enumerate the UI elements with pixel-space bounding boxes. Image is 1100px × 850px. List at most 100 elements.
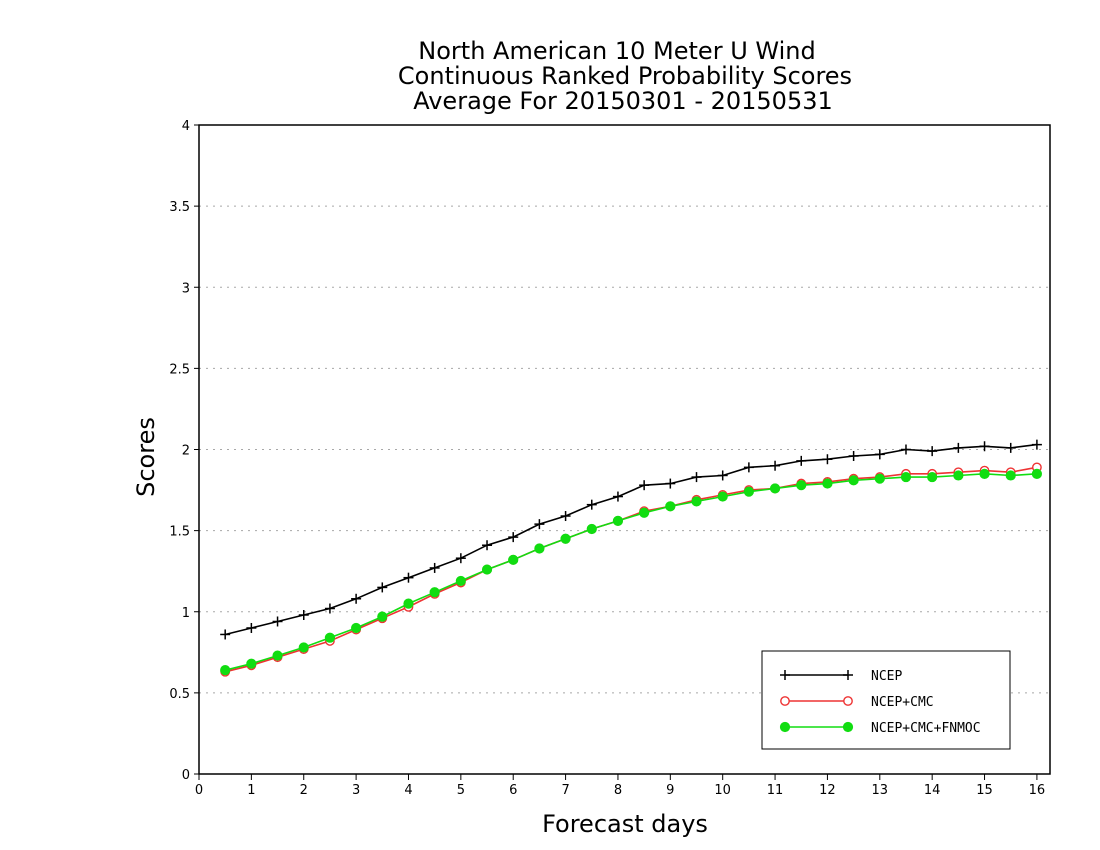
data-point: [586, 523, 597, 535]
x-tick-label: 16: [1029, 783, 1046, 798]
data-point: [639, 507, 650, 518]
data-point: [743, 486, 754, 497]
data-point: [612, 515, 624, 526]
data-point: [534, 543, 545, 554]
y-tick-label: 0: [182, 768, 190, 783]
data-point: [508, 554, 519, 565]
data-point: [780, 670, 790, 680]
data-point: [481, 564, 493, 575]
data-point: [1005, 442, 1016, 453]
x-tick-label: 12: [819, 783, 836, 798]
x-tick-label: 3: [352, 783, 360, 798]
data-point: [246, 622, 257, 633]
y-tick-label: 4: [182, 119, 190, 134]
data-point: [403, 598, 414, 609]
data-point: [979, 468, 990, 479]
data-point: [743, 462, 754, 473]
data-point: [1005, 470, 1016, 481]
series-ncep-cmc-fnmoc: [220, 468, 1043, 676]
data-point: [796, 455, 807, 466]
series-ncep: [220, 439, 1042, 640]
x-tick-label: 6: [509, 783, 517, 798]
data-point: [691, 472, 702, 483]
x-tick-label: 14: [924, 783, 941, 798]
data-point: [220, 665, 231, 676]
chart-title: North American 10 Meter U Wind Continuou…: [398, 37, 852, 115]
legend-item: NCEP+CMC: [780, 695, 934, 710]
x-tick-label: 4: [404, 783, 412, 798]
x-tick-label: 10: [714, 783, 731, 798]
data-point: [298, 642, 309, 653]
data-point: [586, 499, 597, 510]
x-tick-label: 13: [872, 783, 889, 798]
legend-label: NCEP+CMC+FNMOC: [871, 721, 981, 736]
y-tick-label: 2.5: [169, 362, 190, 377]
data-point: [843, 670, 853, 680]
series-layer: [220, 439, 1043, 677]
data-point: [455, 575, 466, 587]
grid-lines: [199, 205, 1050, 694]
y-tick-label: 1.5: [169, 525, 190, 540]
series-line: [225, 472, 1037, 671]
data-point: [842, 721, 854, 733]
y-tick-label: 0.5: [169, 687, 190, 702]
title-line-1: North American 10 Meter U Wind: [418, 37, 815, 65]
data-point: [298, 609, 309, 620]
x-tick-label: 8: [614, 783, 622, 798]
data-point: [246, 658, 257, 669]
data-point: [874, 473, 885, 484]
data-point: [220, 629, 231, 640]
legend-label: NCEP+CMC: [871, 695, 934, 710]
data-point: [900, 471, 912, 483]
data-point: [953, 442, 964, 453]
data-point: [843, 696, 853, 706]
series-line: [225, 466, 1038, 673]
y-tick-label: 3: [182, 281, 190, 296]
data-point: [324, 603, 335, 614]
x-tick-label: 11: [767, 783, 784, 798]
y-axis: 0 0.5 1 1.5 2 2.5 3 3.5 4: [169, 119, 199, 783]
data-point: [1031, 468, 1043, 479]
y-tick-label: 3.5: [169, 200, 190, 215]
data-point: [822, 478, 833, 489]
legend: NCEP NCEP+CMC NCEP+CMC+FNMOC: [761, 650, 1011, 750]
data-point: [534, 519, 545, 530]
data-point: [272, 650, 283, 661]
data-point: [665, 478, 676, 489]
data-point: [560, 511, 571, 522]
legend-item: NCEP+CMC+FNMOC: [779, 721, 981, 736]
legend-label: NCEP: [871, 669, 902, 684]
data-point: [717, 470, 728, 481]
x-tick-label: 5: [457, 783, 465, 798]
data-point: [822, 454, 833, 465]
legend-box: [761, 650, 1011, 750]
data-point: [508, 532, 519, 543]
data-point: [665, 501, 676, 512]
data-point: [796, 480, 807, 491]
x-tick-label: 15: [976, 783, 993, 798]
data-point: [351, 593, 362, 604]
x-axis-label: Forecast days: [542, 810, 708, 838]
data-point: [560, 533, 571, 544]
data-point: [612, 491, 623, 502]
data-point: [979, 441, 990, 452]
data-point: [874, 449, 885, 460]
data-point: [769, 483, 781, 494]
data-point: [377, 582, 388, 593]
data-point: [848, 475, 859, 486]
x-axis: 0 1 2 3 4 5 6 7 8 9 10 11 12 13 14 15 16: [195, 774, 1045, 798]
x-tick-label: 2: [300, 783, 308, 798]
data-point: [779, 721, 791, 733]
data-point: [770, 460, 781, 471]
data-point: [691, 496, 702, 507]
data-point: [429, 562, 440, 573]
data-point: [780, 696, 790, 706]
x-tick-label: 7: [561, 783, 569, 798]
data-point: [482, 540, 493, 551]
data-point: [324, 632, 336, 643]
title-line-3: Average For 20150301 - 20150531: [413, 87, 833, 115]
data-point: [429, 587, 440, 598]
y-tick-label: 2: [182, 444, 190, 459]
legend-item: NCEP: [780, 669, 902, 684]
data-point: [639, 480, 650, 491]
